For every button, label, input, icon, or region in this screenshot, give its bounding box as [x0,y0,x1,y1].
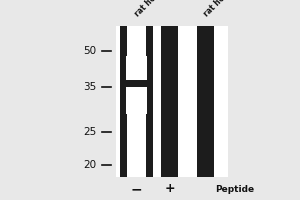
Bar [120,26,127,177]
Text: rat heart: rat heart [133,0,167,18]
Text: +: + [164,182,175,196]
Bar [126,56,147,80]
Bar [197,26,214,177]
Bar [120,80,153,87]
Text: 50: 50 [83,46,96,56]
Text: 25: 25 [83,127,96,137]
Text: −: − [131,182,142,196]
Bar [146,26,153,177]
Text: 20: 20 [83,160,96,170]
Text: 35: 35 [83,82,96,92]
Bar [120,26,126,177]
Bar [161,26,178,177]
Bar [116,26,228,177]
Bar [126,87,147,114]
Bar [147,26,153,177]
Text: rat heart: rat heart [202,0,236,18]
Bar [128,26,146,177]
Text: Peptide: Peptide [215,184,254,194]
